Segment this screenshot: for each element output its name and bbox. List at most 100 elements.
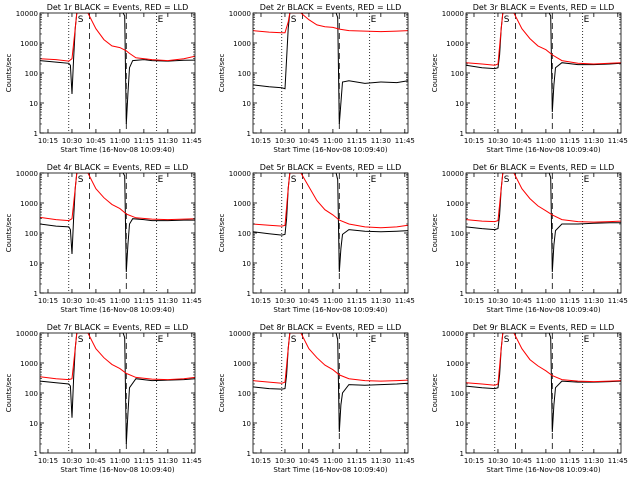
series-group	[466, 333, 621, 433]
marker-lines	[281, 333, 371, 453]
y-tick-label: 1	[247, 130, 251, 138]
red-lld-line	[253, 173, 408, 229]
series-group	[40, 13, 195, 125]
x-tick-label: 11:45	[182, 297, 202, 305]
black-events-line	[466, 13, 621, 113]
y-axis-label: Counts/sec	[431, 54, 439, 93]
chart-title: Det 1r BLACK = Events, RED = LLD	[47, 3, 189, 12]
chart-title: Det 2r BLACK = Events, RED = LLD	[260, 3, 402, 12]
x-tick-label: 10:15	[38, 297, 58, 305]
x-axis-label: Start Time (16-Nov-08 10:09:40)	[60, 466, 174, 474]
x-tick-label: 10:30	[62, 137, 82, 145]
y-tick-label: 100	[238, 390, 251, 398]
chart-panel: Det 9r BLACK = Events, RED = LLD S E 1 10 100…	[431, 323, 628, 474]
x-tick-label: 10:45	[86, 457, 106, 465]
x-tick-label: 10:45	[86, 137, 106, 145]
time-label: E	[158, 15, 164, 25]
red-lld-line	[253, 13, 408, 34]
x-tick-label: 10:45	[299, 457, 319, 465]
x-tick-label: 11:45	[608, 297, 628, 305]
chart-panel: Det 7r BLACK = Events, RED = LLD S E 1 10 100…	[5, 323, 202, 474]
series-group	[253, 333, 408, 433]
chart-title: Det 6r BLACK = Events, RED = LLD	[473, 163, 615, 172]
y-tick-label: 1000	[233, 200, 251, 208]
red-lld-line	[40, 333, 195, 381]
x-tick-label: 10:45	[86, 297, 106, 305]
x-tick-label: 10:30	[275, 457, 295, 465]
x-tick-label: 11:45	[395, 297, 415, 305]
x-tick-label: 11:00	[323, 457, 343, 465]
marker-lines	[68, 333, 158, 453]
y-tick-label: 10	[29, 260, 38, 268]
x-tick-label: 11:00	[323, 137, 343, 145]
black-events-line	[40, 333, 195, 445]
marker-lines	[68, 13, 158, 133]
time-label: S	[291, 335, 297, 345]
x-axis-label: Start Time (16-Nov-08 10:09:40)	[60, 146, 174, 154]
plot-frame	[39, 332, 196, 454]
chart-panel: Det 5r BLACK = Events, RED = LLD S E 1 10 100…	[218, 163, 415, 314]
x-tick-label: 11:45	[608, 137, 628, 145]
x-tick-label: 10:45	[299, 297, 319, 305]
marker-lines	[68, 173, 158, 293]
x-axis-label: Start Time (16-Nov-08 10:09:40)	[486, 466, 600, 474]
y-tick-label: 1000	[20, 40, 38, 48]
black-events-line	[253, 333, 408, 433]
red-lld-line	[466, 13, 621, 66]
chart-title: Det 7r BLACK = Events, RED = LLD	[47, 323, 189, 332]
x-axis-label: Start Time (16-Nov-08 10:09:40)	[486, 146, 600, 154]
x-tick-label: 10:15	[251, 137, 271, 145]
chart-panel: Det 8r BLACK = Events, RED = LLD S E 1 10 100…	[218, 323, 415, 474]
y-tick-label: 100	[238, 230, 251, 238]
y-tick-label: 100	[25, 390, 38, 398]
x-tick-label: 11:45	[608, 457, 628, 465]
y-axis-label: Counts/sec	[5, 374, 13, 413]
y-tick-label: 1	[460, 290, 464, 298]
y-tick-label: 10	[29, 420, 38, 428]
marker-lines	[494, 13, 584, 133]
time-label: E	[371, 335, 377, 345]
chart-title: Det 9r BLACK = Events, RED = LLD	[473, 323, 615, 332]
x-tick-label: 11:45	[395, 457, 415, 465]
y-tick-label: 100	[238, 70, 251, 78]
time-label: S	[504, 15, 510, 25]
y-axis-label: Counts/sec	[5, 214, 13, 253]
chart-panel: Det 3r BLACK = Events, RED = LLD S E 1 10 100…	[431, 3, 628, 154]
time-label: E	[584, 175, 590, 185]
x-tick-label: 10:15	[251, 457, 271, 465]
time-label: S	[78, 15, 84, 25]
x-tick-label: 11:45	[395, 137, 415, 145]
x-axis-label: Start Time (16-Nov-08 10:09:40)	[486, 306, 600, 314]
y-tick-label: 10	[455, 260, 464, 268]
red-lld-line	[466, 333, 621, 386]
chart-title: Det 4r BLACK = Events, RED = LLD	[47, 163, 189, 172]
y-tick-label: 1000	[446, 200, 464, 208]
y-tick-label: 100	[25, 230, 38, 238]
y-tick-label: 1000	[446, 360, 464, 368]
y-tick-label: 10000	[229, 330, 251, 338]
black-events-line	[253, 13, 408, 125]
x-tick-label: 11:15	[134, 137, 154, 145]
x-tick-label: 11:30	[371, 137, 391, 145]
y-tick-label: 10000	[16, 170, 38, 178]
black-events-line	[40, 173, 195, 273]
black-events-line	[466, 333, 621, 433]
x-axis-label: Start Time (16-Nov-08 10:09:40)	[60, 306, 174, 314]
chart-panel: Det 2r BLACK = Events, RED = LLD S E 1 10 100…	[218, 3, 415, 154]
time-label: S	[504, 335, 510, 345]
red-lld-line	[40, 173, 195, 222]
y-tick-label: 10	[242, 100, 251, 108]
black-events-line	[40, 13, 195, 125]
x-tick-label: 10:30	[275, 137, 295, 145]
y-tick-label: 1	[34, 290, 38, 298]
series-group	[466, 173, 621, 273]
chart-panel: Det 1r BLACK = Events, RED = LLD S E 1 10 100…	[5, 3, 202, 154]
x-tick-label: 11:00	[536, 457, 556, 465]
y-tick-label: 1000	[233, 40, 251, 48]
series-group	[40, 333, 195, 445]
x-tick-label: 11:15	[347, 457, 367, 465]
plot-frame	[252, 332, 409, 454]
x-tick-label: 11:15	[347, 137, 367, 145]
x-tick-label: 10:45	[512, 457, 532, 465]
x-tick-label: 11:00	[536, 297, 556, 305]
